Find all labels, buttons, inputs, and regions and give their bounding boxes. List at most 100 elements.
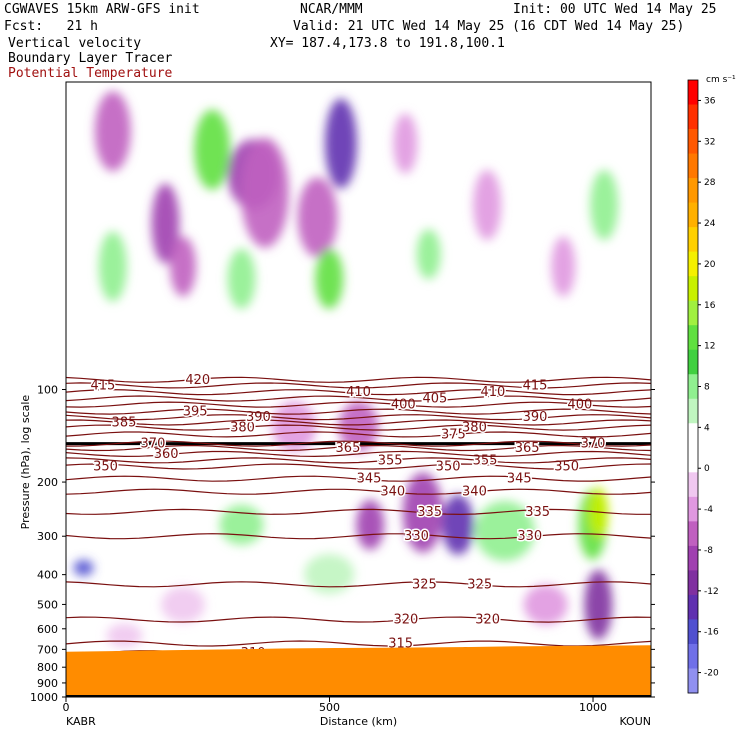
colorbar-swatch [688,300,698,326]
y-tick-label: 1000 [30,691,58,704]
theta-label: 390 [246,410,271,425]
velocity-shading [73,91,619,648]
y-tick-label: 100 [37,384,58,397]
theta-label: 375 [441,427,466,442]
colorbar-tick-label: -8 [704,546,713,556]
left-station-label: KABR [66,715,96,728]
theta-label: 370 [141,437,166,452]
colorbar-tick-label: -4 [704,505,713,515]
theta-label: 420 [185,373,210,388]
theta-label: 350 [436,460,461,475]
colorbar-swatch [688,276,698,302]
colorbar-swatch [688,643,698,669]
field-vertical-velocity: Vertical velocity [8,36,142,51]
theta-contour [66,376,651,383]
velocity-cell [98,231,127,302]
theta-contour [66,414,651,421]
theta-label: 385 [112,415,137,430]
y-tick-label: 500 [37,598,58,611]
colorbar-tick-label: -20 [704,669,719,679]
colorbar-swatch [688,374,698,400]
valid-time: Valid: 21 UTC Wed 14 May 25 (16 CDT Wed … [293,19,685,34]
x-axis-label: Distance (km) [320,715,397,728]
velocity-cell [94,91,131,172]
theta-label: 360 [154,447,179,462]
theta-contour [66,457,651,464]
colorbar-swatch [688,472,698,498]
forecast-hour: Fcst: 21 h [4,19,98,34]
colorbar-tick-label: 8 [704,383,710,393]
x-tick-label: 500 [319,701,340,714]
velocity-cell [338,401,379,452]
velocity-cell [324,98,357,189]
colorbar-swatch [688,153,698,179]
theta-label: 365 [515,441,540,456]
colorbar-tick-label: -12 [704,587,719,597]
velocity-cell [161,586,205,623]
velocity-cell [240,137,289,248]
colorbar-tick-label: 0 [704,464,710,474]
colorbar-swatch [688,129,698,155]
theta-label: 330 [517,529,542,544]
theta-label: 335 [417,505,442,520]
velocity-cell [416,229,441,280]
theta-label: 395 [183,405,208,420]
velocity-cell [441,494,474,555]
theta-label: 320 [394,613,419,628]
theta-contour [66,424,651,431]
field-boundary-layer-tracer: Boundary Layer Tracer [8,51,173,66]
velocity-cell [551,236,576,297]
theta-contour [66,408,651,415]
theta-label: 380 [230,421,255,436]
colorbar-tick-label: 4 [704,423,710,433]
colorbar-swatch [688,668,698,694]
theta-label: 410 [480,385,505,400]
theta-label: 345 [357,472,382,487]
right-station-label: KOUN [619,715,651,728]
colorbar-tick-label: 20 [704,260,716,270]
theta-contour [66,475,651,482]
theta-contour [66,450,651,458]
colorbar-swatch [688,398,698,424]
colorbar-swatch [688,202,698,228]
velocity-cell [73,559,94,576]
velocity-cell [219,504,264,545]
colorbar-swatch [688,545,698,571]
theta-label: 405 [423,392,448,407]
theta-label: 345 [507,472,532,487]
colorbar-tick-label: -16 [704,628,719,638]
init-time: Init: 00 UTC Wed 14 May 25 [513,2,717,17]
theta-label: 320 [475,613,500,628]
theta-contour [66,533,651,540]
theta-contour [66,388,651,396]
colorbar-swatch [688,619,698,645]
theta-label: 325 [467,577,492,592]
colorbar-swatch [688,251,698,277]
theta-label: 335 [525,505,550,520]
theta-contour [66,444,651,452]
velocity-cell [106,623,143,648]
theta-contour [66,395,651,402]
velocity-cell [590,170,619,240]
colorbar-swatch [688,496,698,522]
theta-label: 340 [380,485,405,500]
colorbar-swatch [688,325,698,351]
colorbar-swatch [688,570,698,596]
velocity-cell [393,113,418,174]
velocity-cell [523,584,568,625]
theta-contour [66,382,651,389]
colorbar-tick-label: 16 [704,301,716,311]
colorbar-swatch [688,178,698,204]
theta-label: 350 [554,460,579,475]
colorbar-swatch [688,80,698,106]
theta-contour [66,508,651,516]
colorbar-swatch [688,521,698,547]
theta-label: 390 [523,410,548,425]
velocity-cell [170,236,196,297]
y-axis-label: Pressure (hPa), log scale [19,395,32,530]
theta-contour [66,488,651,495]
velocity-cell [297,177,338,258]
velocity-cell [315,248,344,309]
colorbar-unit: cm s⁻¹ [706,75,736,85]
